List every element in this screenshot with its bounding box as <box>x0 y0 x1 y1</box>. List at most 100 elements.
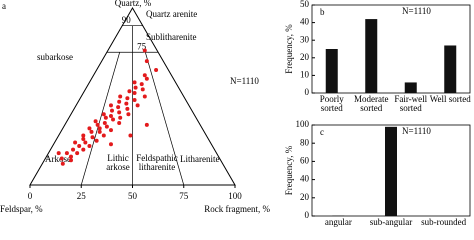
point <box>125 106 130 111</box>
y-axis-label: Frequency, % <box>284 145 294 195</box>
y-tick-label: 20 <box>300 52 310 62</box>
region-label: Arkose <box>45 154 71 164</box>
point <box>126 112 131 117</box>
x-tick-label: Well sorted <box>429 95 471 104</box>
plot-frame <box>311 4 471 94</box>
point <box>69 154 73 159</box>
point <box>90 135 95 140</box>
x-tick-label: Poorly sorted <box>319 95 344 113</box>
point <box>89 129 94 134</box>
point <box>108 113 113 118</box>
point <box>94 138 99 143</box>
region-label: Feldspathic litharenite <box>136 154 178 172</box>
point <box>75 151 80 156</box>
point <box>97 126 102 131</box>
y-tick-label: 40 <box>300 17 310 27</box>
x-tick-label: sub-angular <box>369 218 413 227</box>
point <box>132 98 137 103</box>
y-tick-label: 100 <box>296 119 310 129</box>
quartz-tick-label: 75 <box>137 41 147 51</box>
point <box>81 133 86 138</box>
point <box>139 82 144 87</box>
region-label-box: Feldspathic litharenite <box>136 154 178 172</box>
point <box>60 161 65 166</box>
point <box>103 115 108 120</box>
point <box>108 128 113 133</box>
point <box>117 121 122 126</box>
y-tick-label: 60 <box>300 155 310 165</box>
y-tick-label: 50 <box>300 0 310 9</box>
quartz-tick-label: 90 <box>122 15 132 25</box>
region-label: subarkose <box>37 52 73 62</box>
apex-label: Quartz arenite <box>146 9 197 19</box>
point <box>117 99 122 104</box>
x-tick-label: 50 <box>128 191 138 201</box>
x-tick-label-box: angular <box>325 218 352 227</box>
panel-label: c <box>320 127 324 137</box>
figure: a Quartz, %Quartz arenite 90 75 0 25 50 75 100 Fe… <box>0 0 471 227</box>
x-tick-label: Moderate sorted <box>354 95 389 113</box>
point <box>111 117 116 122</box>
x-tick-label: Fair-well sorted <box>394 95 428 113</box>
panel-label: b <box>320 7 325 17</box>
axis-label: Feldspar, % <box>0 204 43 214</box>
point <box>81 136 86 141</box>
point <box>95 122 100 127</box>
note: N=1110 <box>402 6 431 16</box>
point <box>132 80 137 85</box>
axis-label: Rock fragment, % <box>204 204 270 214</box>
x-tick-label-box: Well sorted <box>429 95 471 104</box>
point <box>132 90 137 95</box>
point <box>108 142 113 147</box>
apex-label: Quartz, % <box>115 0 152 8</box>
x-tick-label: sub-rounded <box>421 218 467 227</box>
y-tick-label: 20 <box>300 192 310 202</box>
bar <box>365 19 378 93</box>
point <box>87 126 92 131</box>
y-tick-label: 40 <box>300 174 310 184</box>
point <box>140 87 145 92</box>
point <box>125 96 130 101</box>
bar <box>444 45 457 93</box>
point <box>127 89 132 94</box>
point <box>117 110 122 115</box>
point <box>154 67 159 72</box>
region-label: Lithic arkose <box>106 154 130 172</box>
panel-label: a <box>2 1 6 11</box>
point <box>59 156 64 161</box>
point <box>108 103 113 108</box>
point <box>142 73 147 78</box>
point <box>144 122 149 127</box>
point <box>144 76 149 81</box>
x-tick-label-box: Fair-well sorted <box>394 95 428 113</box>
x-tick-label-box: sub-angular <box>369 218 413 227</box>
bar <box>325 49 338 93</box>
x-tick-label: 25 <box>77 191 87 201</box>
x-tick-label-box: sub-rounded <box>421 218 467 227</box>
point <box>104 124 109 129</box>
point <box>97 129 102 134</box>
x-tick-label-box: Poorly sorted <box>319 95 344 113</box>
x-tick-label-box: Moderate sorted <box>354 95 389 113</box>
x-tick-label: 75 <box>179 191 189 201</box>
point <box>101 112 106 117</box>
ratio-line <box>80 52 121 186</box>
y-tick-label: 0 <box>305 87 310 97</box>
point <box>73 140 78 145</box>
y-tick-label: 80 <box>300 137 310 147</box>
point <box>110 108 114 113</box>
point <box>133 85 138 90</box>
bar <box>404 82 417 93</box>
point <box>69 158 73 163</box>
region-label-box: Lithic arkose <box>106 154 130 172</box>
point <box>142 94 147 99</box>
point <box>142 48 147 53</box>
point <box>118 115 123 120</box>
point <box>56 151 61 156</box>
point <box>64 151 69 156</box>
note: N=1110 <box>402 126 431 136</box>
point <box>77 144 82 149</box>
y-tick-label: 30 <box>300 34 310 44</box>
point <box>71 147 76 152</box>
y-tick-label: 10 <box>300 69 310 79</box>
